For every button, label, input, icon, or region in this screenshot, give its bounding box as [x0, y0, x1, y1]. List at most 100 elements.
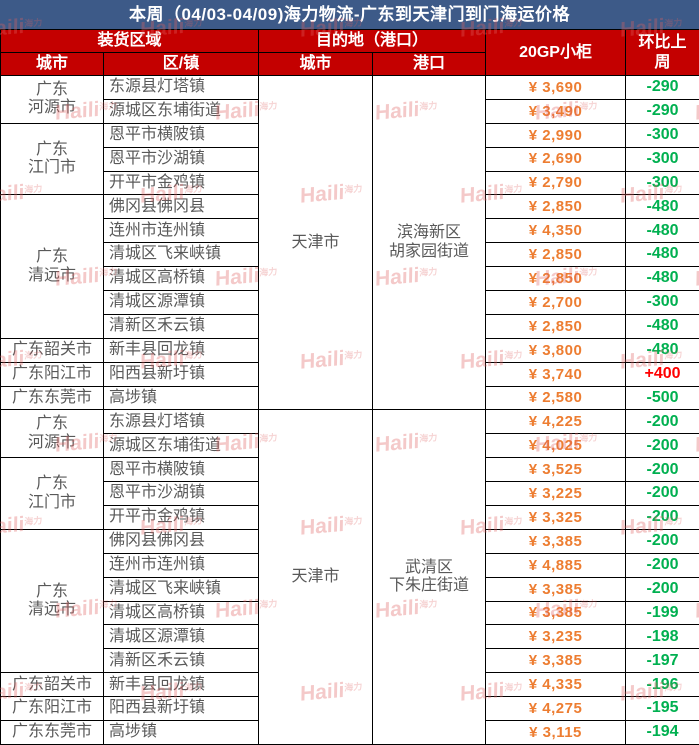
dest-city-cell: 天津市: [258, 409, 374, 745]
change-cell: -290: [625, 75, 699, 100]
table-row: 连州市连州镇 ¥ 4,885 -200: [1, 552, 699, 578]
price-cell: ¥ 3,490: [485, 98, 627, 124]
load-city-cell: 广东 江门市: [0, 457, 104, 530]
change-cell: -500: [625, 385, 699, 411]
district-cell: 清新区禾云镇: [102, 313, 260, 339]
price-cell: ¥ 3,740: [485, 361, 627, 387]
change-cell: -200: [625, 481, 699, 507]
district-cell: 开平市金鸡镇: [102, 505, 260, 530]
district-cell: 连州市连州镇: [102, 218, 260, 244]
table-row: 广东 清远市 佛冈县佛冈县 ¥ 3,385 -200: [0, 528, 699, 674]
district-cell: 恩平市横陂镇: [102, 122, 260, 148]
district-cell: 连州市连州镇: [102, 552, 260, 578]
district-cell: 清城区源潭镇: [102, 624, 260, 650]
district-cell: 清城区源潭镇: [102, 290, 260, 315]
load-city-cell: 广东韶关市: [0, 337, 104, 363]
load-city-cell: 广东 江门市: [0, 122, 104, 196]
table-row: 开平市金鸡镇 ¥ 3,325 -200: [1, 505, 699, 530]
change-cell: -290: [625, 98, 699, 124]
change-cell: -200: [625, 528, 699, 554]
change-cell: -198: [625, 624, 699, 650]
table-row: 广东 河源市 东源县灯塔镇 天津市 武清区 下朱庄街道 ¥ 4,225 -200: [0, 409, 699, 745]
price-cell: ¥ 2,850: [485, 242, 627, 268]
district-cell: 阳西县新圩镇: [102, 696, 260, 722]
table-row: 广东 清远市 佛冈县佛冈县 ¥ 2,850 -480: [0, 194, 699, 339]
load-city-cell: 广东韶关市: [0, 672, 104, 698]
district-cell: 东源县灯塔镇: [102, 409, 260, 435]
change-cell: -480: [625, 266, 699, 292]
table-row: 广东韶关市 新丰县回龙镇 ¥ 3,800 -480: [0, 337, 699, 363]
load-city-cell: 广东阳江市: [0, 361, 104, 387]
price-cell: ¥ 4,025: [485, 433, 627, 459]
change-cell: -480: [625, 337, 699, 363]
header-district: 区/镇: [102, 52, 260, 76]
table-row: 清城区高桥镇 ¥ 2,850 -480: [1, 266, 699, 292]
table-row: 清城区高桥镇 ¥ 3,385 -199: [1, 600, 699, 626]
price-cell: ¥ 3,385: [485, 600, 627, 626]
load-city-cell: 广东东莞市: [0, 385, 104, 411]
change-cell: -194: [625, 720, 699, 745]
price-cell: ¥ 3,385: [485, 528, 627, 554]
change-cell: -197: [625, 648, 699, 674]
change-cell: -300: [625, 170, 699, 196]
change-cell: -300: [625, 290, 699, 315]
table-row: 恩平市沙湖镇 ¥ 2,690 -300: [1, 146, 699, 172]
district-cell: 阳西县新圩镇: [102, 361, 260, 387]
district-cell: 高埗镇: [102, 720, 260, 745]
change-cell: -199: [625, 600, 699, 626]
change-cell: -200: [625, 576, 699, 602]
price-cell: ¥ 3,115: [485, 720, 627, 745]
header-dest-city: 城市: [258, 52, 374, 76]
price-cell: ¥ 4,335: [485, 672, 627, 698]
price-cell: ¥ 2,850: [485, 313, 627, 339]
price-cell: ¥ 3,385: [485, 648, 627, 674]
change-cell: -480: [625, 242, 699, 268]
district-cell: 源城区东埔街道: [102, 98, 260, 124]
change-cell: -480: [625, 313, 699, 339]
price-cell: ¥ 2,700: [485, 290, 627, 315]
change-cell: -196: [625, 672, 699, 698]
change-cell: -195: [625, 696, 699, 722]
header-row-2: 城市 区/镇 城市 港口: [0, 52, 699, 76]
price-cell: ¥ 2,790: [485, 170, 627, 196]
district-cell: 恩平市横陂镇: [102, 457, 260, 483]
table-row: 广东阳江市 阳西县新圩镇 ¥ 4,275 -195: [0, 696, 699, 722]
price-cell: ¥ 3,225: [485, 481, 627, 507]
load-city-cell: 广东阳江市: [0, 696, 104, 722]
price-table: 装货区域 目的地（港口） 20GP小柜 环比上 周 城市 区/镇 城市 港口 广…: [0, 29, 699, 745]
change-cell: -200: [625, 457, 699, 483]
load-city-cell: 广东 清远市: [0, 528, 104, 674]
district-cell: 清城区飞来峡镇: [102, 242, 260, 268]
load-city-cell: 广东 河源市: [0, 409, 104, 459]
change-cell: -200: [625, 552, 699, 578]
table-row: 广东 河源市 东源县灯塔镇 天津市 滨海新区 胡家园街道 ¥ 3,690 -29…: [0, 74, 699, 411]
price-cell: ¥ 3,325: [485, 505, 627, 530]
change-cell: -200: [625, 505, 699, 530]
price-cell: ¥ 2,580: [485, 385, 627, 411]
port-cell: 滨海新区 胡家园街道: [372, 74, 487, 411]
change-cell: -200: [625, 433, 699, 459]
table-row: 源城区东埔街道 ¥ 3,490 -290: [1, 98, 699, 124]
district-cell: 开平市金鸡镇: [102, 170, 260, 196]
district-cell: 东源县灯塔镇: [102, 75, 260, 100]
price-cell: ¥ 2,850: [485, 266, 627, 292]
change-cell: -480: [625, 218, 699, 244]
district-cell: 新丰县回龙镇: [102, 672, 260, 698]
change-cell: +400: [625, 361, 699, 387]
header-loading-region: 装货区域: [0, 29, 260, 53]
price-cell: ¥ 2,990: [485, 122, 627, 148]
district-cell: 恩平市沙湖镇: [102, 146, 260, 172]
district-cell: 清城区飞来峡镇: [102, 576, 260, 602]
district-cell: 清城区高桥镇: [102, 266, 260, 292]
table-row: 清城区飞来峡镇 ¥ 2,850 -480: [1, 242, 699, 268]
district-cell: 佛冈县佛冈县: [102, 528, 260, 554]
port-cell: 武清区 下朱庄街道: [372, 409, 487, 745]
price-cell: ¥ 3,235: [485, 624, 627, 650]
change-cell: -200: [625, 409, 699, 435]
table-row: 广东东莞市 高埗镇 ¥ 3,115 -194: [0, 720, 699, 745]
price-cell: ¥ 2,690: [485, 146, 627, 172]
table-row: 清城区源潭镇 ¥ 2,700 -300: [1, 290, 699, 315]
header-wow: 环比上 周: [625, 29, 699, 76]
district-cell: 源城区东埔街道: [102, 433, 260, 459]
district-cell: 清城区高桥镇: [102, 600, 260, 626]
